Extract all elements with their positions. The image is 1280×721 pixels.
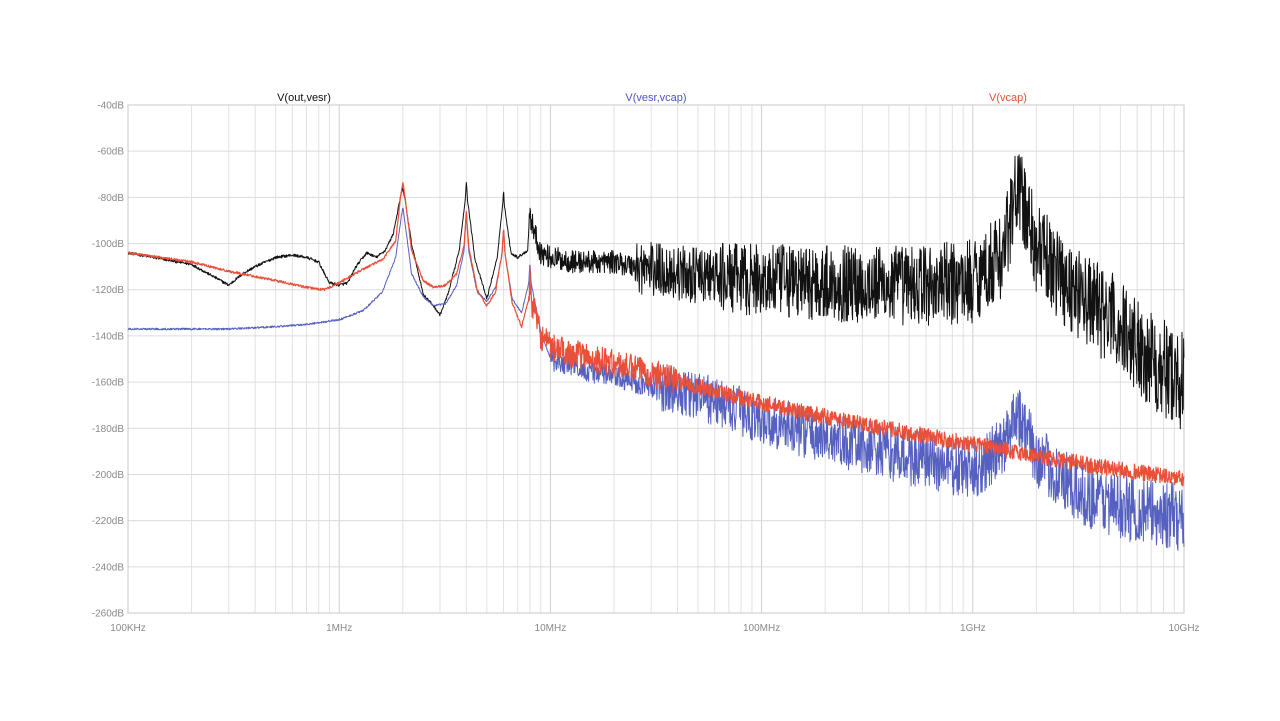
y-tick-label: -100dB	[92, 239, 125, 250]
y-tick-label: -180dB	[92, 424, 125, 435]
legend: V(out,vesr) V(vesr,vcap) V(vcap)	[277, 92, 1027, 104]
y-axis-tick-labels: -40dB -60dB -80dB -100dB -120dB -140dB -160dB -…	[92, 101, 125, 620]
y-tick-label: -240dB	[92, 562, 125, 573]
x-tick-label: 100MHz	[743, 623, 780, 634]
x-axis-tick-labels: 100KHz 1MHz 10MHz 100MHz 1GHz 10GHz	[110, 623, 1199, 634]
x-tick-label: 100KHz	[110, 623, 146, 634]
y-tick-label: -160dB	[92, 378, 125, 389]
y-tick-label: -120dB	[92, 285, 125, 296]
series-line-v-vcap	[127, 182, 1185, 487]
series-line-v-out-vesr	[127, 154, 1185, 430]
x-tick-label: 1GHz	[960, 623, 986, 634]
y-tick-label: -260dB	[92, 609, 125, 620]
x-tick-label: 10GHz	[1168, 623, 1199, 634]
legend-label-v-vcap: V(vcap)	[989, 92, 1027, 104]
y-tick-label: -200dB	[92, 470, 125, 481]
x-tick-label: 1MHz	[326, 623, 352, 634]
legend-label-v-out-vesr: V(out,vesr)	[277, 92, 331, 104]
y-tick-label: -60dB	[97, 147, 124, 158]
plot-frame	[127, 104, 1185, 614]
series-lines	[127, 154, 1185, 551]
y-tick-label: -140dB	[92, 331, 125, 342]
y-tick-label: -80dB	[97, 193, 124, 204]
legend-label-v-vesr-vcap: V(vesr,vcap)	[625, 92, 686, 104]
x-tick-label: 10MHz	[535, 623, 567, 634]
y-tick-label: -40dB	[97, 101, 124, 112]
y-tick-label: -220dB	[92, 516, 125, 527]
